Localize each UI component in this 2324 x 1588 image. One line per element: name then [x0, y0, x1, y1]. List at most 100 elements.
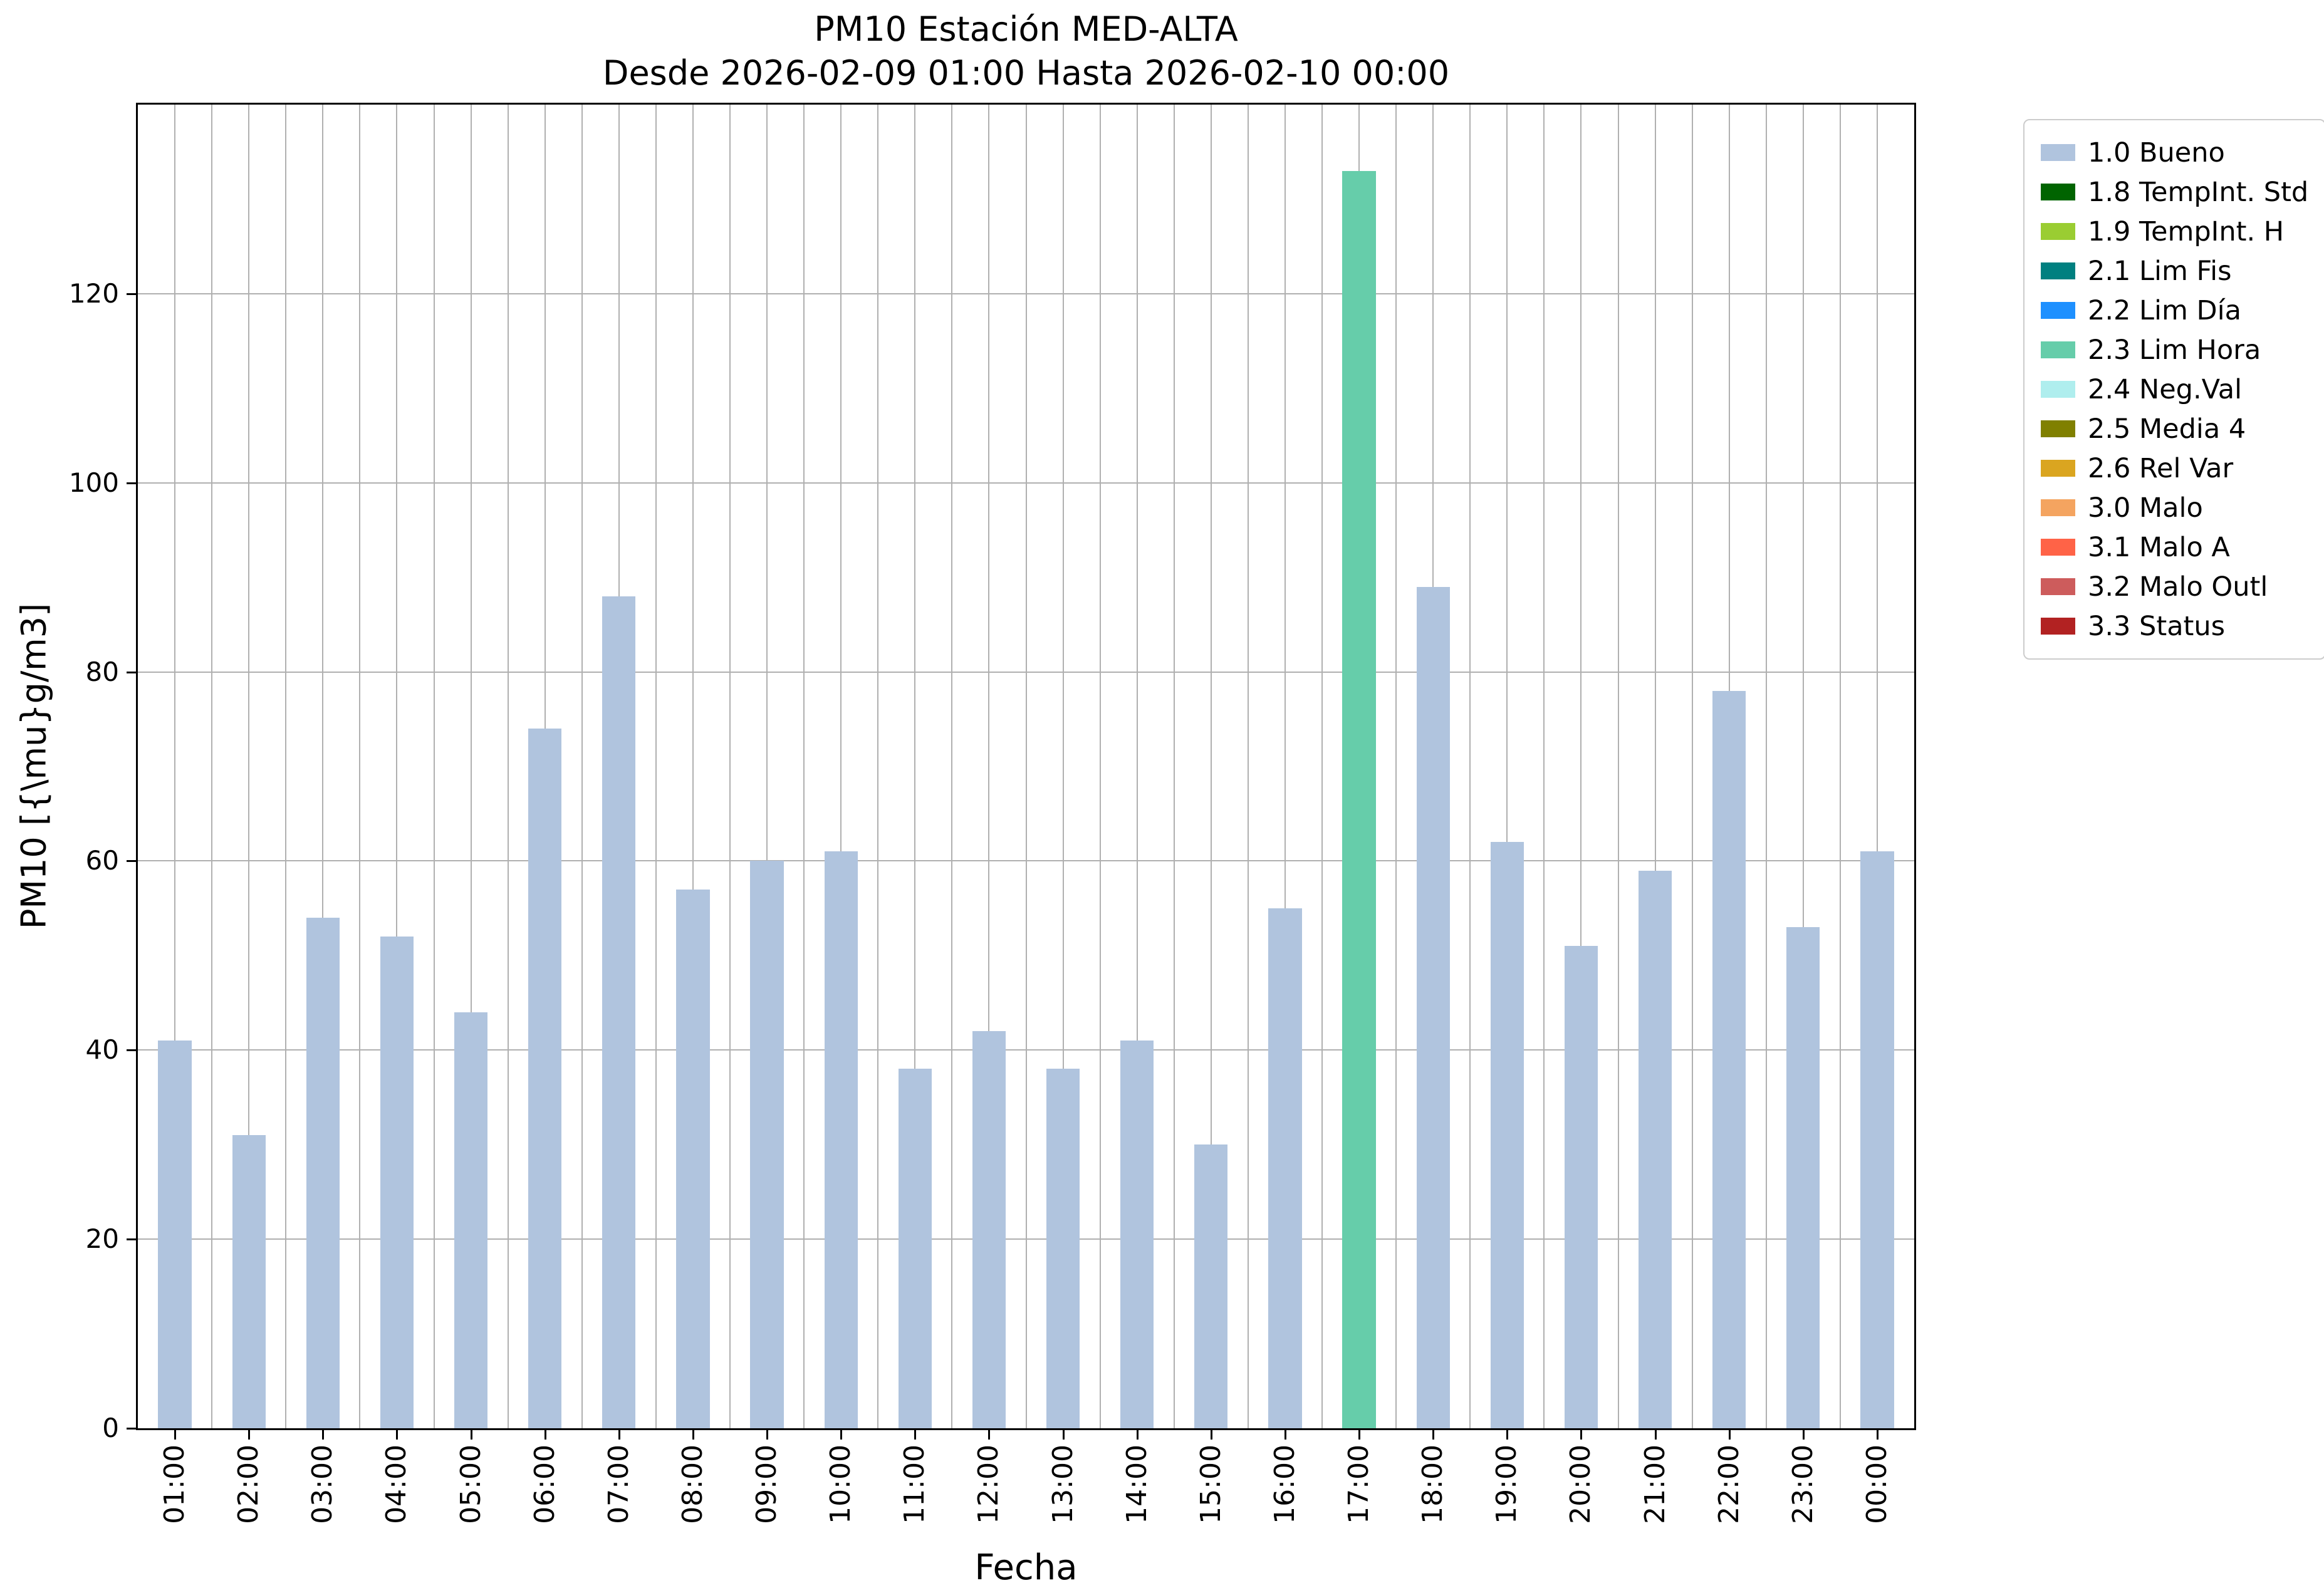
- grid-line-vertical: [1580, 105, 1582, 1428]
- x-tick-mark: [1358, 1430, 1361, 1440]
- grid-line-vertical: [174, 105, 176, 1428]
- grid-line-vertical: [766, 105, 768, 1428]
- y-tick-label: 120: [68, 278, 119, 309]
- grid-line-vertical: [359, 105, 361, 1428]
- x-tick-label: 15:00: [1194, 1445, 1227, 1524]
- x-tick-mark: [174, 1430, 177, 1440]
- legend-item: 2.2 Lim Día: [2041, 291, 2308, 330]
- x-tick-mark: [1136, 1430, 1139, 1440]
- x-tick-label: 09:00: [751, 1445, 783, 1524]
- x-tick-mark: [248, 1430, 251, 1440]
- x-tick-mark: [1876, 1430, 1878, 1440]
- chart-title: PM10 Estación MED-ALTA Desde 2026-02-09 …: [136, 8, 1916, 95]
- y-tick-label: 60: [85, 845, 119, 876]
- bar: [1416, 586, 1450, 1428]
- grid-line-vertical: [1543, 105, 1545, 1428]
- grid-line-vertical: [211, 105, 213, 1428]
- legend-item-label: 3.3 Status: [2088, 610, 2226, 642]
- grid-line-vertical: [877, 105, 879, 1428]
- x-tick-mark: [396, 1430, 399, 1440]
- grid-line-vertical: [840, 105, 842, 1428]
- bar: [158, 1041, 192, 1428]
- x-tick-mark: [1506, 1430, 1509, 1440]
- legend-item-label: 3.2 Malo Outl: [2088, 571, 2268, 603]
- x-tick-mark: [1728, 1430, 1731, 1440]
- legend-item: 2.4 Neg.Val: [2041, 370, 2308, 409]
- bar: [1860, 851, 1894, 1428]
- legend-color-swatch: [2041, 144, 2075, 161]
- legend-item-label: 3.1 Malo A: [2088, 531, 2230, 563]
- x-tick-label: 03:00: [306, 1445, 339, 1524]
- grid-line-vertical: [951, 105, 953, 1428]
- grid-line-vertical: [248, 105, 250, 1428]
- grid-line-horizontal: [138, 293, 1914, 294]
- grid-line-vertical: [1506, 105, 1508, 1428]
- grid-line-vertical: [1062, 105, 1064, 1428]
- legend-item: 2.6 Rel Var: [2041, 449, 2308, 488]
- x-tick-label: 14:00: [1120, 1445, 1153, 1524]
- x-tick-label: 17:00: [1343, 1445, 1375, 1524]
- legend-color-swatch: [2041, 262, 2075, 279]
- y-tick-mark: [127, 1049, 136, 1052]
- grid-line-vertical: [1469, 105, 1471, 1428]
- x-tick-label: 10:00: [825, 1445, 857, 1524]
- legend-item: 3.0 Malo: [2041, 488, 2308, 527]
- y-tick-mark: [127, 1428, 136, 1430]
- legend: 1.0 Bueno 1.8 TempInt. Std 1.9 TempInt. H 2…: [2023, 119, 2324, 660]
- bar: [602, 596, 636, 1428]
- grid-line-vertical: [655, 105, 657, 1428]
- legend-color-swatch: [2041, 460, 2075, 477]
- bar: [454, 1012, 488, 1428]
- x-tick-label: 23:00: [1786, 1445, 1819, 1524]
- bar: [1490, 842, 1524, 1428]
- x-tick-label: 04:00: [380, 1445, 413, 1524]
- grid-line-vertical: [1876, 105, 1878, 1428]
- grid-line-vertical: [1210, 105, 1212, 1428]
- x-tick-mark: [988, 1430, 991, 1440]
- x-tick-label: 01:00: [159, 1445, 191, 1524]
- x-tick-mark: [1284, 1430, 1286, 1440]
- x-tick-label: 12:00: [972, 1445, 1005, 1524]
- legend-item: 1.8 TempInt. Std: [2041, 172, 2308, 212]
- y-tick-mark: [127, 293, 136, 295]
- x-tick-mark: [470, 1430, 472, 1440]
- x-tick-label: 07:00: [602, 1445, 635, 1524]
- grid-line-vertical: [1691, 105, 1693, 1428]
- x-tick-mark: [544, 1430, 546, 1440]
- x-tick-mark: [618, 1430, 620, 1440]
- legend-item-label: 1.0 Bueno: [2088, 137, 2225, 169]
- y-tick-mark: [127, 482, 136, 484]
- legend-item: 2.5 Media 4: [2041, 409, 2308, 449]
- grid-line-vertical: [322, 105, 324, 1428]
- x-tick-mark: [1210, 1430, 1212, 1440]
- x-tick-label: 21:00: [1639, 1445, 1671, 1524]
- grid-line-vertical: [1321, 105, 1323, 1428]
- bar: [676, 889, 710, 1428]
- x-tick-mark: [1654, 1430, 1657, 1440]
- grid-line-vertical: [1802, 105, 1804, 1428]
- grid-line-vertical: [1099, 105, 1101, 1428]
- grid-line-vertical: [1136, 105, 1138, 1428]
- bar: [1194, 1144, 1228, 1428]
- grid-line-vertical: [581, 105, 583, 1428]
- grid-line-vertical: [914, 105, 916, 1428]
- grid-line-vertical: [1173, 105, 1175, 1428]
- legend-color-swatch: [2041, 618, 2075, 635]
- bar: [380, 937, 414, 1428]
- legend-color-swatch: [2041, 499, 2075, 516]
- legend-color-swatch: [2041, 539, 2075, 556]
- grid-line-horizontal: [138, 482, 1914, 484]
- legend-item: 3.1 Malo A: [2041, 527, 2308, 567]
- grid-line-vertical: [1284, 105, 1286, 1428]
- legend-color-swatch: [2041, 341, 2075, 358]
- y-axis-label: PM10 [{\mu}g/m3]: [14, 603, 54, 930]
- x-tick-label: 20:00: [1565, 1445, 1597, 1524]
- grid-line-vertical: [1765, 105, 1767, 1428]
- y-tick-mark: [127, 671, 136, 673]
- grid-line-vertical: [396, 105, 398, 1428]
- x-tick-label: 08:00: [676, 1445, 709, 1524]
- legend-item-label: 2.2 Lim Día: [2088, 294, 2241, 326]
- grid-line-vertical: [1654, 105, 1656, 1428]
- grid-line-vertical: [1617, 105, 1619, 1428]
- x-axis-label: Fecha: [974, 1547, 1078, 1588]
